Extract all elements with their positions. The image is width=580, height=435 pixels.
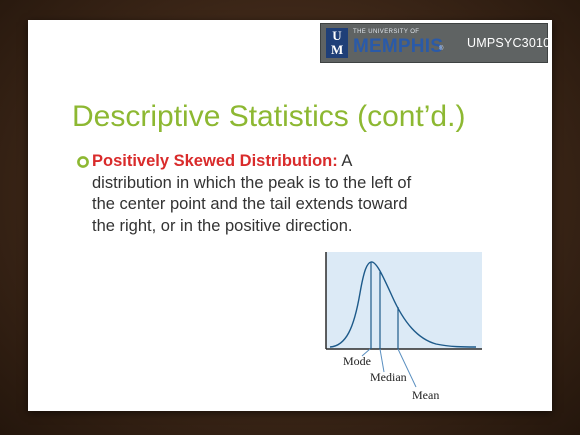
um-logo-mark: UM [326,28,348,58]
bullet-term: Positively Skewed Distribution: [92,152,338,170]
plot-area [326,252,482,349]
mean-label: Mean [412,388,439,402]
logo-trademark: ® [439,46,444,52]
university-logo-band: UM THE UNIVERSITY OF MEMPHIS ® UMPSYC301… [320,23,551,63]
bullet-item: Positively Skewed Distribution: A distri… [92,151,422,237]
logo-wordmark: MEMPHIS [353,36,444,57]
mode-label: Mode [343,354,371,368]
median-leader [379,348,385,373]
mode-leader [361,348,371,357]
skewed-distribution-figure: Mode Median Mean [325,252,482,402]
course-code: UMPSYC3010 [467,36,551,50]
slide-title: Descriptive Statistics (cont’d.) [72,100,466,133]
median-label: Median [370,370,407,384]
slide: UM THE UNIVERSITY OF MEMPHIS ® UMPSYC301… [28,20,552,411]
distribution-curve [329,261,477,348]
mean-leader [397,348,417,388]
logo-mark-text: UM [331,28,344,57]
logo-subtitle: THE UNIVERSITY OF [353,29,420,35]
circle-bullet-icon [77,156,89,168]
bullet-definition: A distribution in which the peak is to t… [92,152,412,235]
